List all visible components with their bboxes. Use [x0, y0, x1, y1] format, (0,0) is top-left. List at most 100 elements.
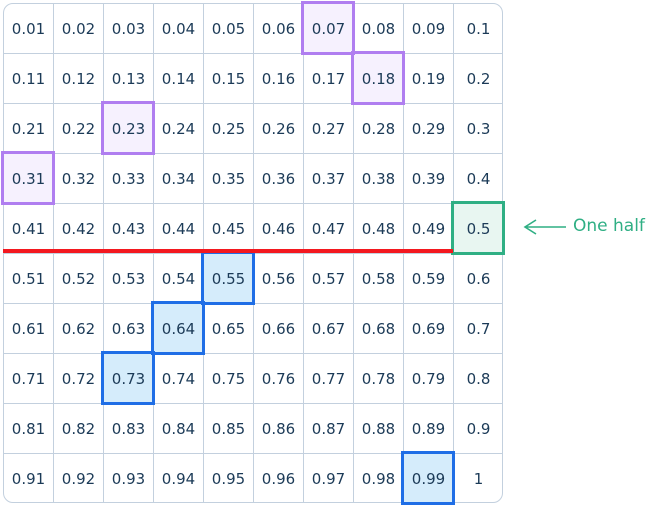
grid-cell: 0.39	[404, 154, 454, 204]
grid-cell: 0.25	[204, 104, 254, 154]
grid-cell: 0.22	[54, 104, 104, 154]
grid-cell: 0.61	[4, 304, 54, 354]
grid-cell: 0.98	[354, 454, 404, 502]
grid-cell: 0.79	[404, 354, 454, 404]
grid-cell: 0.16	[254, 54, 304, 104]
grid-cell: 0.66	[254, 304, 304, 354]
grid-cell: 0.91	[4, 454, 54, 502]
grid-cell: 0.52	[54, 254, 104, 304]
grid-cell: 0.76	[254, 354, 304, 404]
grid-cell: 0.49	[404, 204, 454, 254]
grid-cell: 0.3	[454, 104, 502, 154]
half-boundary-line	[3, 249, 453, 253]
highlight-frame-blue	[101, 351, 155, 405]
grid-cell: 1	[454, 454, 502, 502]
grid-cell: 0.21	[4, 104, 54, 154]
grid-cell: 0.27	[304, 104, 354, 154]
grid-cell: 0.62	[54, 304, 104, 354]
grid-cell: 0.02	[54, 4, 104, 54]
grid-cell: 0.53	[104, 254, 154, 304]
grid-cell: 0.46	[254, 204, 304, 254]
grid-cell: 0.19	[404, 54, 454, 104]
grid-cell: 0.8	[454, 354, 502, 404]
grid-cell: 0.01	[4, 4, 54, 54]
grid-cell: 0.96	[254, 454, 304, 502]
grid-cell: 0.12	[54, 54, 104, 104]
grid-cell: 0.94	[154, 454, 204, 502]
grid-cell: 0.42	[54, 204, 104, 254]
grid-cell: 0.34	[154, 154, 204, 204]
highlight-frame-purple	[301, 1, 355, 55]
grid-cell: 0.86	[254, 404, 304, 454]
grid-cell: 0.87	[304, 404, 354, 454]
grid-cell: 0.06	[254, 4, 304, 54]
highlight-frame-purple	[1, 151, 55, 205]
grid-cell: 0.59	[404, 254, 454, 304]
grid-cell: 0.28	[354, 104, 404, 154]
grid-cell: 0.92	[54, 454, 104, 502]
highlight-frame-blue	[201, 251, 255, 305]
hundred-grid: 0.01 0.02 0.03 0.04 0.05 0.06 0.07 0.08 0.09 0.1 0…	[3, 3, 503, 503]
grid-cell: 0.08	[354, 4, 404, 54]
grid-cell: 0.67	[304, 304, 354, 354]
grid-cell: 0.65	[204, 304, 254, 354]
grid-cell: 0.36	[254, 154, 304, 204]
highlight-frame-blue	[401, 451, 455, 505]
highlight-frame-green	[451, 201, 505, 255]
grid-cell: 0.15	[204, 54, 254, 104]
grid-cell: 0.78	[354, 354, 404, 404]
grid-cell: 0.56	[254, 254, 304, 304]
grid-cell: 0.75	[204, 354, 254, 404]
grid-cell: 0.44	[154, 204, 204, 254]
grid-cell: 0.11	[4, 54, 54, 104]
one-half-label: One half	[573, 216, 645, 236]
grid-cell: 0.82	[54, 404, 104, 454]
grid-cell: 0.17	[304, 54, 354, 104]
grid-cell: 0.77	[304, 354, 354, 404]
grid-cell: 0.13	[104, 54, 154, 104]
grid-cell: 0.88	[354, 404, 404, 454]
grid-cell: 0.85	[204, 404, 254, 454]
grid-cell: 0.24	[154, 104, 204, 154]
grid-cell: 0.29	[404, 104, 454, 154]
grid-cell: 0.6	[454, 254, 502, 304]
grid-cell: 0.26	[254, 104, 304, 154]
highlight-frame-purple	[101, 101, 155, 155]
grid-cell: 0.69	[404, 304, 454, 354]
grid-cell: 0.54	[154, 254, 204, 304]
grid-cell: 0.35	[204, 154, 254, 204]
grid-cell: 0.45	[204, 204, 254, 254]
arrow-left-icon	[523, 219, 566, 235]
grid-cell: 0.37	[304, 154, 354, 204]
grid-cell: 0.41	[4, 204, 54, 254]
grid-cell: 0.71	[4, 354, 54, 404]
grid-cell: 0.14	[154, 54, 204, 104]
grid-cell: 0.05	[204, 4, 254, 54]
grid-cell: 0.93	[104, 454, 154, 502]
grid-cell: 0.47	[304, 204, 354, 254]
grid-cell: 0.63	[104, 304, 154, 354]
grid-cell: 0.81	[4, 404, 54, 454]
highlight-frame-purple	[351, 51, 405, 105]
grid-cell: 0.32	[54, 154, 104, 204]
grid-cell: 0.9	[454, 404, 502, 454]
grid-cell: 0.57	[304, 254, 354, 304]
highlight-frame-blue	[151, 301, 205, 355]
grid-cell: 0.38	[354, 154, 404, 204]
grid-cell: 0.48	[354, 204, 404, 254]
grid-cell: 0.68	[354, 304, 404, 354]
grid-cell: 0.04	[154, 4, 204, 54]
grid-cell: 0.4	[454, 154, 502, 204]
grid-cell: 0.84	[154, 404, 204, 454]
grid-cell: 0.83	[104, 404, 154, 454]
grid-cell: 0.7	[454, 304, 502, 354]
grid-cell: 0.58	[354, 254, 404, 304]
grid-cell: 0.1	[454, 4, 502, 54]
grid-cell: 0.74	[154, 354, 204, 404]
grid-cell: 0.2	[454, 54, 502, 104]
grid-cell: 0.95	[204, 454, 254, 502]
grid-cell: 0.72	[54, 354, 104, 404]
grid-cell: 0.33	[104, 154, 154, 204]
grid-cell: 0.51	[4, 254, 54, 304]
grid-cell: 0.97	[304, 454, 354, 502]
